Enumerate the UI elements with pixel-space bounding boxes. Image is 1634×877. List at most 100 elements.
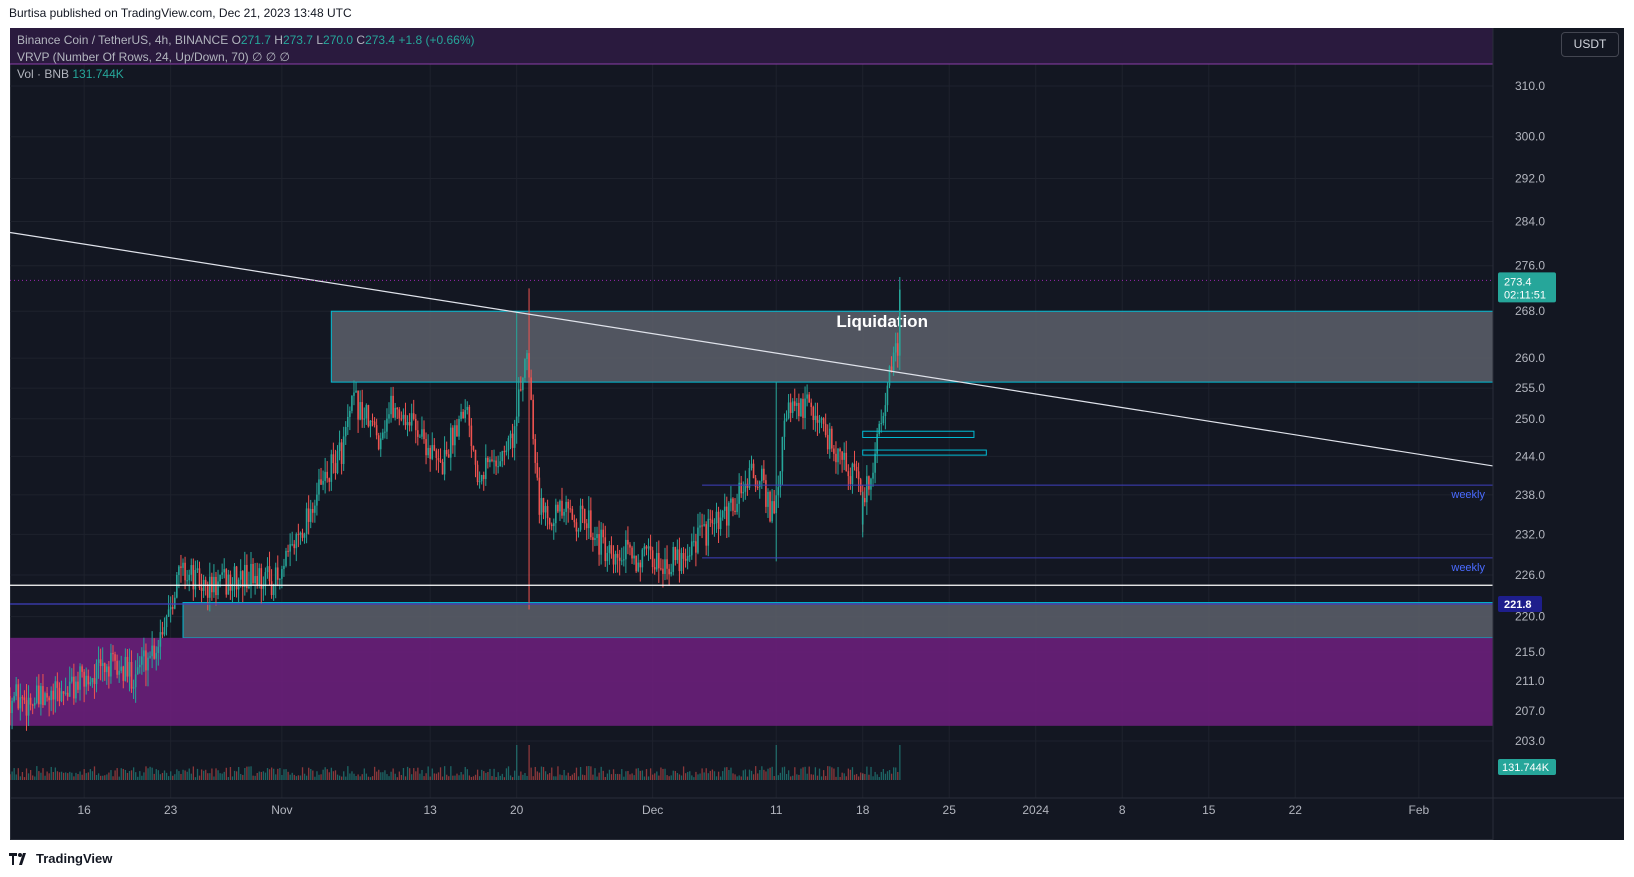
candle-body	[371, 420, 374, 422]
candle-body	[264, 572, 267, 586]
candle-body	[721, 510, 724, 518]
candle-body	[281, 569, 283, 579]
candle-body	[13, 696, 15, 701]
currency-button[interactable]: USDT	[1561, 32, 1619, 57]
candle-body	[581, 505, 584, 509]
volume-bar	[794, 767, 796, 780]
candle-body	[730, 498, 732, 503]
volume-bar	[182, 769, 184, 780]
candle-body	[219, 574, 221, 582]
legend-o-label: O	[231, 33, 241, 47]
volume-bar	[808, 766, 810, 780]
volume-bar	[194, 777, 197, 780]
candle-body	[192, 565, 195, 590]
legend-h-label: H	[274, 33, 283, 47]
candle-body	[60, 691, 63, 702]
volume-bar	[567, 772, 569, 780]
candle-body	[130, 661, 133, 689]
candle-body	[491, 459, 493, 461]
candle-body	[863, 498, 866, 503]
volume-bar	[153, 773, 155, 780]
volume-bar	[649, 768, 652, 780]
volume-bar	[715, 776, 718, 780]
candle-body	[314, 505, 316, 513]
candle-body	[637, 562, 640, 572]
volume-bar	[822, 770, 825, 780]
volume-bar	[472, 776, 475, 780]
candle-body	[48, 697, 50, 701]
volume-bar	[390, 771, 392, 780]
volume-bar	[198, 775, 201, 780]
candle-body	[620, 560, 623, 562]
volume-bar	[48, 773, 50, 780]
volume-bar	[65, 772, 67, 780]
volume-bar	[126, 772, 129, 780]
time-tick-label: Feb	[1409, 803, 1430, 817]
volume-bar	[693, 777, 695, 780]
volume-bar	[573, 772, 576, 780]
volume-bar	[880, 771, 882, 780]
volume-bar	[207, 773, 209, 780]
candle-body	[258, 568, 261, 586]
candle-body	[101, 663, 104, 667]
candle-body	[563, 511, 565, 516]
volume-bar	[246, 766, 248, 780]
volume-bar	[736, 776, 738, 780]
chart-canvas[interactable]: Liquidation weekly weekly 310.0 300.0 292.0 28…	[10, 28, 1624, 840]
candle-body	[851, 463, 854, 485]
volume-bar	[60, 771, 63, 780]
candle-body	[276, 567, 279, 580]
volume-bar	[487, 771, 489, 780]
candle-body	[557, 504, 559, 512]
volume-bar	[336, 774, 339, 780]
volume-bar	[404, 776, 407, 780]
candle-body	[894, 343, 897, 353]
volume-bar	[695, 771, 697, 780]
candle-body	[629, 544, 631, 548]
volume-bar	[371, 776, 374, 780]
candle-body	[625, 539, 627, 560]
volume-bar	[73, 776, 75, 780]
volume-bar	[363, 768, 365, 780]
volume-bar	[530, 767, 532, 780]
volume-bar	[122, 768, 124, 780]
candle-body	[728, 502, 730, 526]
candle-body	[68, 681, 71, 697]
volume-bar	[849, 769, 852, 780]
volume-bar	[400, 775, 403, 780]
volume-bar	[505, 768, 508, 780]
legend-volume-row: Vol · BNB 131.744K	[17, 67, 124, 81]
volume-bar	[851, 767, 854, 780]
volume-bar	[452, 775, 454, 780]
candle-body	[645, 546, 648, 549]
candle-body	[814, 415, 817, 421]
volume-bar	[42, 768, 44, 780]
candle-body	[740, 482, 743, 494]
candle-body	[585, 523, 588, 529]
candle-body	[194, 569, 197, 590]
volume-bar	[546, 774, 549, 780]
volume-bar	[717, 771, 720, 780]
candle-body	[134, 674, 137, 688]
candle-body	[301, 532, 304, 538]
volume-bar	[157, 770, 159, 780]
volume-bar	[627, 770, 629, 780]
candle-body	[643, 546, 646, 550]
volume-bar	[540, 766, 543, 780]
volume-bar	[798, 774, 800, 780]
volume-bar	[744, 769, 747, 780]
volume-bar	[829, 766, 831, 780]
candle-body	[373, 421, 376, 426]
candle-body	[810, 402, 813, 408]
candle-body	[592, 537, 594, 540]
volume-bar	[561, 775, 563, 780]
candle-body	[540, 498, 543, 515]
candle-body	[550, 524, 553, 527]
volume-bar	[373, 766, 376, 780]
volume-bar	[196, 768, 199, 780]
candle-body	[233, 566, 236, 584]
volume-bar	[308, 767, 310, 780]
volume-bar	[306, 775, 308, 780]
candle-body	[91, 678, 94, 683]
candle-body	[604, 537, 607, 562]
